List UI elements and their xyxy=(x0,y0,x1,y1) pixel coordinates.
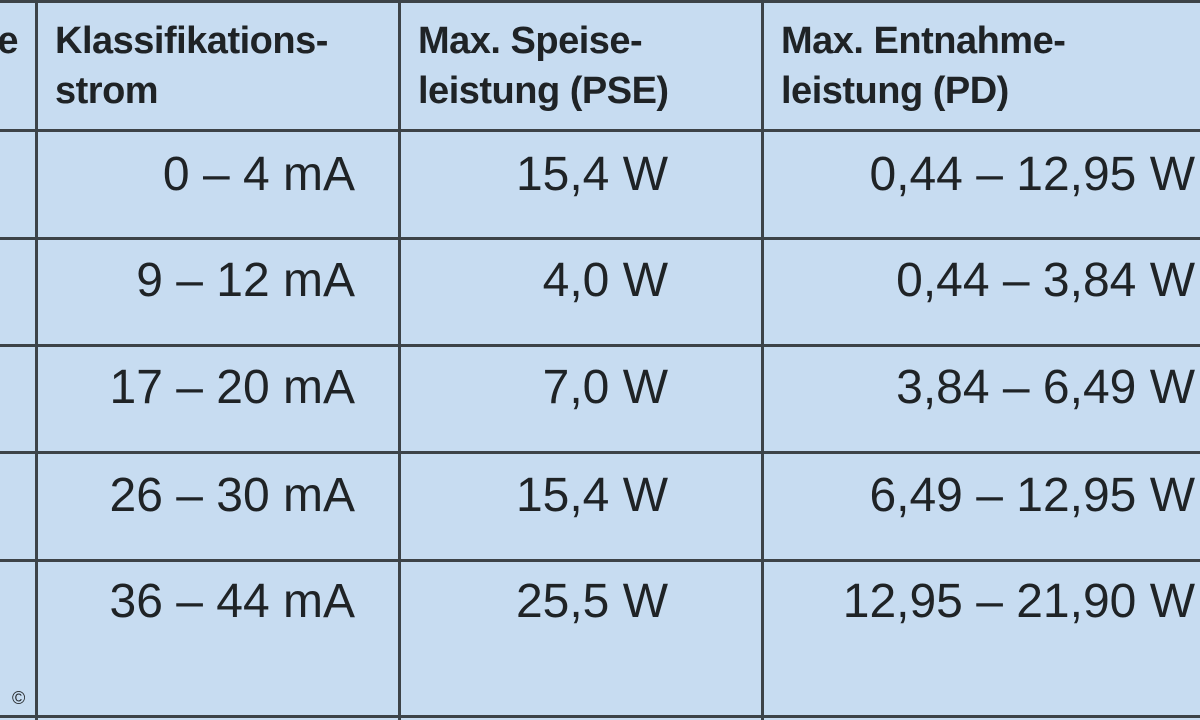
header-text: leistung (PSE) xyxy=(418,70,669,112)
header-text: leistung (PD) xyxy=(781,70,1009,112)
table-cell: 0,44 – 12,95 W xyxy=(869,148,1195,201)
table-cell: 7,0 W xyxy=(542,361,668,414)
column-line xyxy=(761,0,764,720)
table-cell: 3,84 – 6,49 W xyxy=(896,361,1195,414)
table-cell: 26 – 30 mA xyxy=(109,469,355,522)
table-cell: 0,44 – 3,84 W xyxy=(896,254,1195,307)
header-text: Klassifikations- xyxy=(55,20,328,62)
table-cell: 36 – 44 mA xyxy=(109,575,355,628)
header-text: strom xyxy=(55,70,159,112)
row-line xyxy=(0,344,1200,347)
row-line xyxy=(0,451,1200,454)
row-line xyxy=(0,0,1200,3)
table-cell: 6,49 – 12,95 W xyxy=(869,469,1195,522)
table-cell: 0 – 4 mA xyxy=(162,148,355,201)
table-cell: 12,95 – 21,90 W xyxy=(842,575,1195,628)
row-line xyxy=(0,559,1200,562)
table-cell: 17 – 20 mA xyxy=(109,361,355,414)
row-line xyxy=(0,237,1200,240)
row-line xyxy=(0,129,1200,132)
table-cell: 15,4 W xyxy=(515,148,668,201)
row-line xyxy=(0,715,1200,718)
table-cell: 25,5 W xyxy=(515,575,668,628)
header-text: Max. Entnahme- xyxy=(781,20,1066,62)
table-cell: 15,4 W xyxy=(515,469,668,522)
column-line xyxy=(35,0,38,720)
column-line xyxy=(398,0,401,720)
table-cell: 4,0 W xyxy=(542,254,668,307)
header-text: e xyxy=(0,20,18,62)
table-cell: 9 – 12 mA xyxy=(136,254,355,307)
copyright: © xyxy=(12,688,26,708)
header-text: Max. Speise- xyxy=(418,20,643,62)
